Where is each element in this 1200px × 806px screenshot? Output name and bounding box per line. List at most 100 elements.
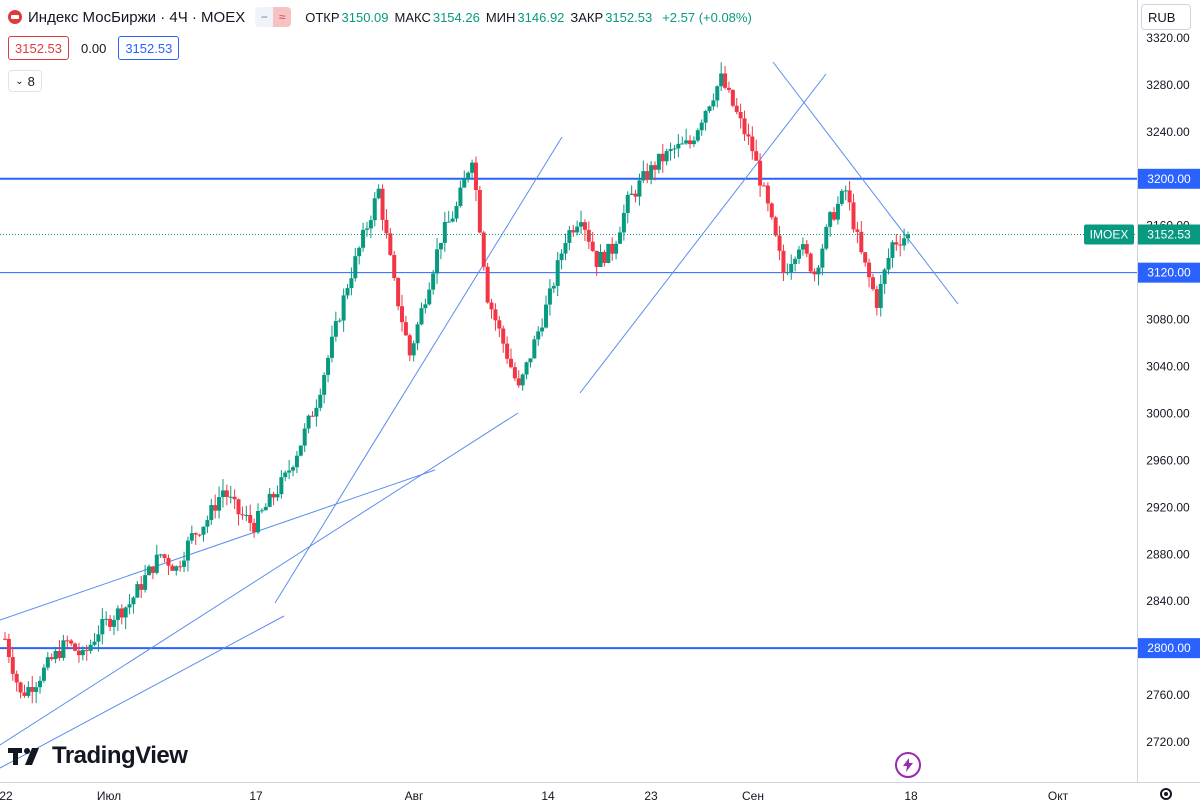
level-badge: [1138, 168, 1200, 189]
candle-body: [306, 415, 311, 429]
symbol-title[interactable]: Индекс МосБиржи · 4Ч · MOEX: [28, 8, 246, 26]
candle-body: [890, 242, 895, 258]
price-tick-label: 3000.00: [1146, 406, 1190, 420]
candle-body: [139, 584, 144, 590]
trend-line: [0, 412, 519, 746]
candle-body: [333, 321, 338, 337]
candle-body: [197, 534, 202, 536]
candle-body: [158, 554, 163, 556]
candle-body: [166, 557, 171, 566]
candle-body: [497, 320, 502, 329]
candle-body: [143, 575, 148, 590]
candle-body: [18, 682, 23, 693]
candle-body: [458, 187, 463, 206]
candle-body: [832, 212, 837, 220]
symbol-badge: [1084, 224, 1134, 245]
candle-body: [711, 100, 716, 107]
candle-body: [329, 336, 334, 358]
candle-body: [185, 540, 190, 561]
candle-body: [435, 249, 440, 274]
trend-line: [0, 615, 285, 769]
candle-body: [676, 143, 681, 149]
high-label: МАКС: [394, 9, 431, 25]
currency-selector[interactable]: RUB: [1141, 4, 1191, 30]
trade-panel: 3152.53 0.00 3152.53: [8, 36, 180, 60]
price-tick-label: 3080.00: [1146, 313, 1190, 327]
candle-body: [119, 608, 124, 618]
candle-body: [777, 235, 782, 251]
candle-body: [851, 202, 856, 230]
candle-body: [508, 358, 513, 368]
candle-body: [894, 242, 899, 245]
candle-body: [606, 243, 611, 263]
candle-body: [22, 692, 27, 696]
sell-button[interactable]: 3152.53: [8, 36, 69, 60]
level-badge-label: 3200.00: [1147, 172, 1191, 186]
candle-body: [326, 357, 331, 375]
candle-body: [621, 212, 626, 233]
candle-body: [255, 511, 260, 533]
candle-body: [337, 320, 342, 322]
candle-body: [376, 188, 381, 199]
candle-body: [789, 264, 794, 272]
candle-body: [61, 640, 66, 658]
price-tick-label: 2720.00: [1146, 735, 1190, 749]
minus-icon[interactable]: −: [260, 10, 268, 24]
candle-body: [294, 455, 299, 468]
candle-body: [477, 189, 482, 233]
candle-body: [407, 335, 412, 356]
candle-body: [462, 178, 467, 188]
tradingview-logo[interactable]: TradingView: [8, 742, 188, 770]
candle-body: [6, 638, 11, 658]
candle-body: [454, 205, 459, 219]
candle-body: [524, 362, 529, 375]
candle-body: [870, 277, 875, 290]
candle-body: [49, 657, 54, 660]
legend-toggle[interactable]: − ≈: [255, 7, 292, 27]
candle-body: [874, 289, 879, 308]
price-tick-label: 3320.00: [1146, 31, 1190, 45]
candle-body: [104, 618, 109, 620]
candle-body: [617, 232, 622, 244]
horizontal-levels: [0, 177, 1137, 650]
moex-logo-icon: [8, 10, 22, 24]
time-axis: 22 Июл 17 Авг 14 23 Сен 18 Окт: [0, 789, 1069, 803]
tradingview-logo-icon: [8, 748, 39, 765]
candle-body: [287, 470, 292, 473]
candle-body: [847, 190, 852, 203]
wave-icon[interactable]: ≈: [273, 7, 292, 27]
candle-body: [828, 212, 833, 227]
candle-body: [80, 650, 85, 656]
candle-body: [489, 302, 494, 310]
gear-icon[interactable]: [1158, 786, 1174, 802]
candle-body: [178, 566, 183, 568]
candle-body: [84, 650, 89, 652]
candle-body: [540, 327, 545, 332]
candle-body: [127, 604, 132, 608]
buy-button[interactable]: 3152.53: [118, 36, 180, 60]
candle-body: [392, 254, 397, 279]
close-label: ЗАКР: [570, 9, 604, 25]
candle-body: [653, 165, 658, 170]
candle-body: [345, 288, 350, 296]
candle-body: [275, 494, 280, 498]
flash-icon[interactable]: [895, 752, 921, 778]
candle-body: [649, 165, 654, 180]
candle-body: [723, 73, 728, 88]
indicators-toggle[interactable]: ⌄ 8: [8, 70, 42, 92]
candle-body: [594, 250, 599, 267]
symbol-legend: Индекс МосБиржи · 4Ч · MOEX − ≈ ОТКР 3150…: [8, 6, 752, 28]
candle-body: [73, 643, 78, 651]
candle-body: [551, 285, 556, 289]
symbol-badge-label: IMOEX: [1090, 227, 1129, 241]
candle-body: [34, 687, 39, 692]
candle-body: [446, 221, 451, 223]
candle-body: [318, 394, 323, 408]
candle-body: [442, 222, 447, 243]
candle-body: [797, 249, 802, 259]
candle-body: [746, 134, 751, 137]
time-tick-label: 14: [541, 789, 555, 803]
candle-body: [450, 218, 455, 222]
candle-body: [839, 190, 844, 204]
